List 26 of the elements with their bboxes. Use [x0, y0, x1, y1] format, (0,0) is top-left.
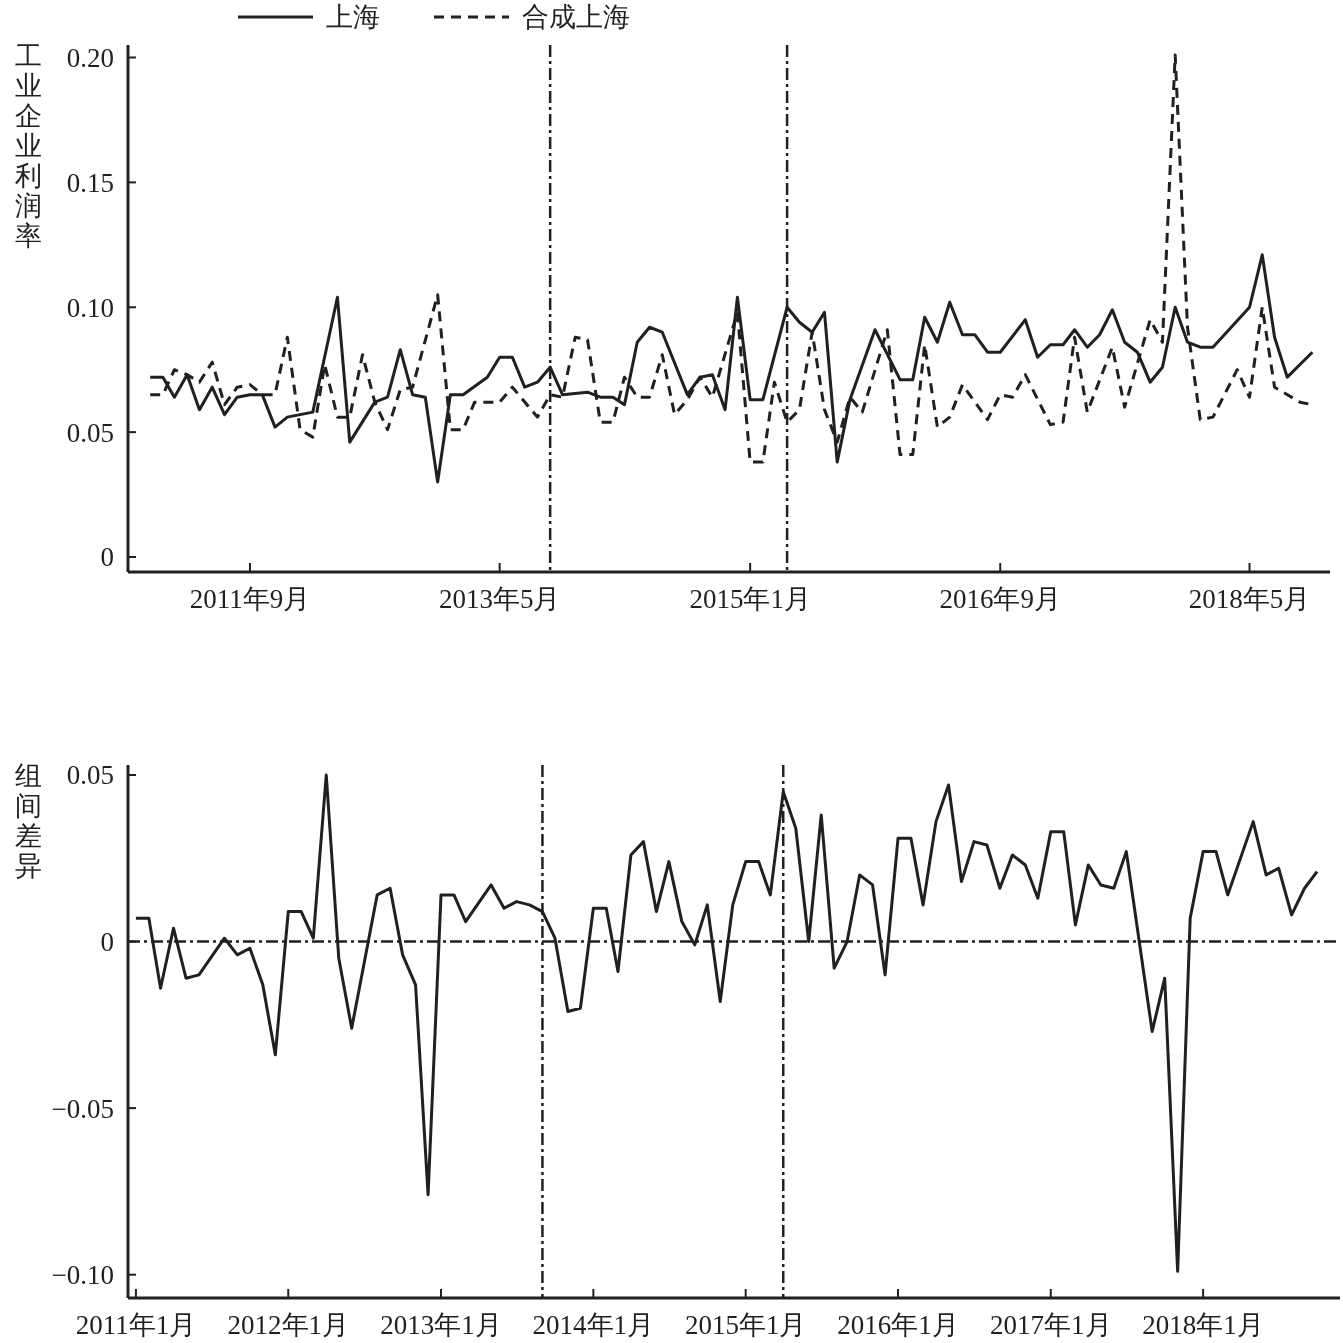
legend-label: 合成上海: [522, 2, 630, 32]
y-tick-label: 0.05: [66, 760, 114, 791]
x-tick-label: 2011年1月: [75, 1310, 197, 1340]
x-tick-label: 2017年1月: [990, 1310, 1112, 1340]
y-tick-label: 0: [100, 542, 114, 573]
x-tick-label: 2013年1月: [380, 1310, 502, 1340]
x-tick-label: 2018年1月: [1142, 1310, 1264, 1340]
x-tick-label: 2014年1月: [532, 1310, 655, 1340]
y-tick-label: 0.15: [66, 167, 114, 198]
y-axis-title: 组间差异: [14, 761, 42, 881]
y-tick-label: −0.10: [51, 1260, 114, 1291]
x-tick-label: 2016年9月: [939, 584, 1061, 614]
x-tick-label: 2012年1月: [227, 1310, 350, 1340]
y-tick-label: 0.10: [66, 292, 114, 323]
x-tick-label: 2015年1月: [689, 584, 811, 614]
x-tick-label: 2018年5月: [1188, 584, 1311, 614]
x-tick-label: 2013年5月: [438, 584, 561, 614]
y-tick-label: −0.05: [51, 1093, 114, 1124]
x-tick-label: 2016年1月: [837, 1310, 959, 1340]
legend-label: 上海: [326, 2, 380, 32]
y-tick-label: 0.05: [66, 417, 114, 448]
y-tick-label: 0.20: [66, 42, 114, 73]
x-tick-label: 2015年1月: [684, 1310, 807, 1340]
x-tick-label: 2011年9月: [189, 584, 311, 614]
y-axis-title: 工业企业利润率: [14, 41, 42, 251]
y-tick-label: 0: [100, 927, 114, 958]
